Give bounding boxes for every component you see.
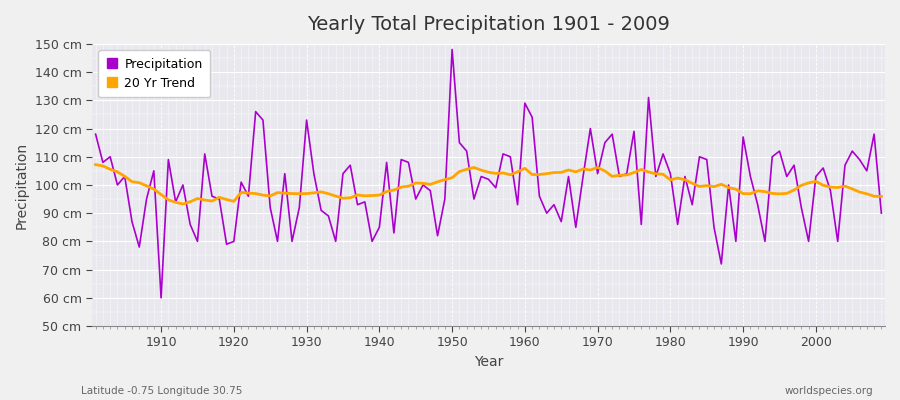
Y-axis label: Precipitation: Precipitation xyxy=(15,141,29,228)
Title: Yearly Total Precipitation 1901 - 2009: Yearly Total Precipitation 1901 - 2009 xyxy=(307,15,670,34)
Legend: Precipitation, 20 Yr Trend: Precipitation, 20 Yr Trend xyxy=(98,50,211,97)
Text: Latitude -0.75 Longitude 30.75: Latitude -0.75 Longitude 30.75 xyxy=(81,386,242,396)
X-axis label: Year: Year xyxy=(473,355,503,369)
Text: worldspecies.org: worldspecies.org xyxy=(785,386,873,396)
